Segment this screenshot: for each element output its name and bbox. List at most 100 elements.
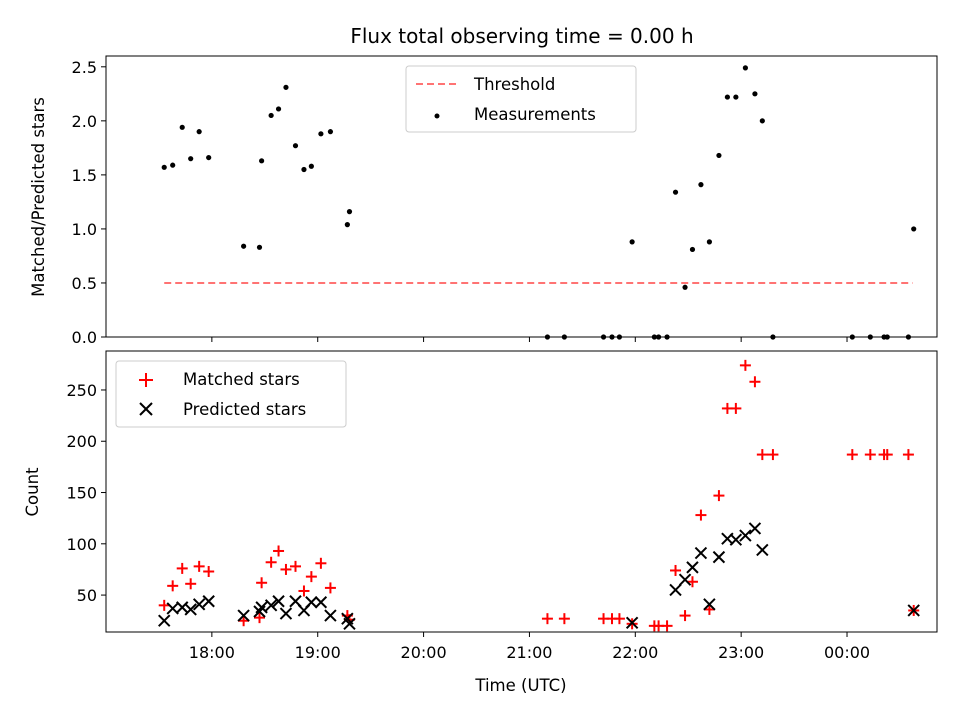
legend-predicted-label: Predicted stars	[183, 400, 306, 419]
measurement-point	[318, 131, 324, 137]
measurement-point	[301, 166, 307, 173]
bottom-y-ticks: 50 100 150 200 250	[66, 381, 106, 605]
measurement-point	[327, 129, 334, 135]
matched-star-point	[695, 509, 707, 521]
measurement-point	[283, 84, 289, 90]
matched-star-point	[324, 582, 336, 594]
matched-star-point	[238, 615, 250, 627]
measurement-point	[275, 106, 282, 112]
matched-star-point	[703, 603, 715, 615]
bottom-plot-frame	[105, 350, 938, 633]
predicted-star-point	[739, 529, 752, 542]
legend-measurements-label: Measurements	[474, 105, 596, 124]
bottom-y-tick-label: 200	[66, 432, 97, 451]
bottom-y-axis-label: Count	[23, 467, 42, 517]
measurement-point	[689, 246, 696, 253]
predicted-star-point	[264, 599, 278, 612]
bottom-y-tick-label: 150	[66, 484, 97, 503]
bottom-legend: Matched stars Predicted stars	[115, 360, 347, 428]
matched-star-point	[541, 613, 553, 625]
top-plot-frame	[105, 55, 938, 338]
x-tick-label: 00:00	[824, 643, 870, 662]
measurement-point	[308, 163, 314, 169]
predicted-star-point	[686, 561, 699, 574]
predicted-star-point	[748, 522, 762, 535]
measurement-point	[292, 143, 299, 149]
matched-star-point	[686, 576, 698, 588]
measurement-point	[544, 334, 551, 340]
matched-star-point	[846, 449, 858, 461]
measurement-point	[561, 334, 567, 340]
top-y-ticks: 0.0 0.5 1.0 1.5 2.0 2.5	[72, 58, 106, 347]
bottom-y-tick-label: 250	[66, 381, 97, 400]
measurement-point	[664, 334, 670, 340]
top-y-tick-label: 2.0	[72, 112, 97, 131]
predicted-star-point	[678, 573, 692, 586]
top-series	[161, 65, 917, 340]
legend-measurements-swatch	[434, 113, 440, 119]
measurement-point	[346, 209, 353, 215]
matched-star-point	[679, 610, 691, 622]
matched-star-point	[305, 571, 317, 583]
measurement-point	[698, 182, 704, 188]
chart-title: Flux total observing time = 0.00 h	[350, 24, 693, 48]
matched-star-point	[193, 560, 205, 572]
measurement-point	[170, 162, 176, 168]
measurement-point	[849, 334, 855, 340]
top-y-tick-label: 1.0	[72, 220, 97, 239]
predicted-star-point	[694, 546, 708, 560]
measurement-point	[742, 65, 748, 71]
measurement-point	[609, 334, 615, 340]
legend-matched-label: Matched stars	[183, 370, 300, 389]
matched-star-point	[613, 613, 625, 625]
measurement-point	[344, 222, 350, 228]
predicted-star-point	[712, 550, 726, 564]
predicted-star-point	[279, 607, 293, 620]
x-tick-label: 18:00	[189, 643, 235, 662]
bottom-y-tick-label: 50	[77, 586, 97, 605]
measurement-point	[161, 164, 167, 170]
predicted-star-point	[343, 617, 356, 631]
matched-star-point	[167, 580, 179, 592]
x-tick-label: 19:00	[295, 643, 341, 662]
predicted-star-point	[324, 609, 337, 622]
matched-star-point	[756, 449, 768, 461]
predicted-star-point	[729, 533, 743, 546]
matched-star-point	[713, 490, 725, 502]
predicted-star-point	[202, 595, 215, 608]
measurement-point	[911, 226, 917, 232]
top-y-tick-label: 0.5	[72, 274, 97, 293]
matched-star-point	[739, 359, 751, 371]
matched-star-point	[280, 563, 292, 575]
matched-star-point	[749, 376, 761, 388]
predicted-star-point	[237, 609, 250, 622]
matched-star-point	[670, 564, 682, 576]
measurement-point	[672, 189, 679, 195]
predicted-star-point	[314, 596, 328, 609]
measurement-point	[724, 94, 730, 100]
x-axis-label: Time (UTC)	[474, 676, 566, 695]
measurement-point	[616, 334, 623, 340]
predicted-star-point	[907, 604, 920, 617]
predicted-star-point	[305, 596, 318, 609]
matched-star-point	[289, 560, 301, 572]
measurement-point	[651, 334, 657, 340]
matched-star-point	[558, 613, 570, 625]
matched-star-point	[881, 449, 893, 461]
measurement-point	[884, 334, 890, 340]
matched-star-point	[315, 557, 327, 569]
x-tick-label: 23:00	[718, 643, 764, 662]
predicted-star-point	[272, 595, 285, 608]
measurement-point	[259, 158, 265, 164]
matched-star-point	[864, 449, 876, 461]
measurement-point	[196, 129, 202, 135]
x-tick-label: 22:00	[612, 643, 658, 662]
measurement-point	[752, 91, 758, 97]
measurement-point	[188, 156, 194, 162]
top-y-axis-label: Matched/Predicted stars	[29, 97, 48, 297]
top-y-tick-label: 2.5	[72, 58, 97, 77]
bottom-legend-box	[115, 360, 347, 428]
top-y-tick-label: 1.5	[72, 166, 97, 185]
predicted-star-point	[625, 616, 639, 629]
